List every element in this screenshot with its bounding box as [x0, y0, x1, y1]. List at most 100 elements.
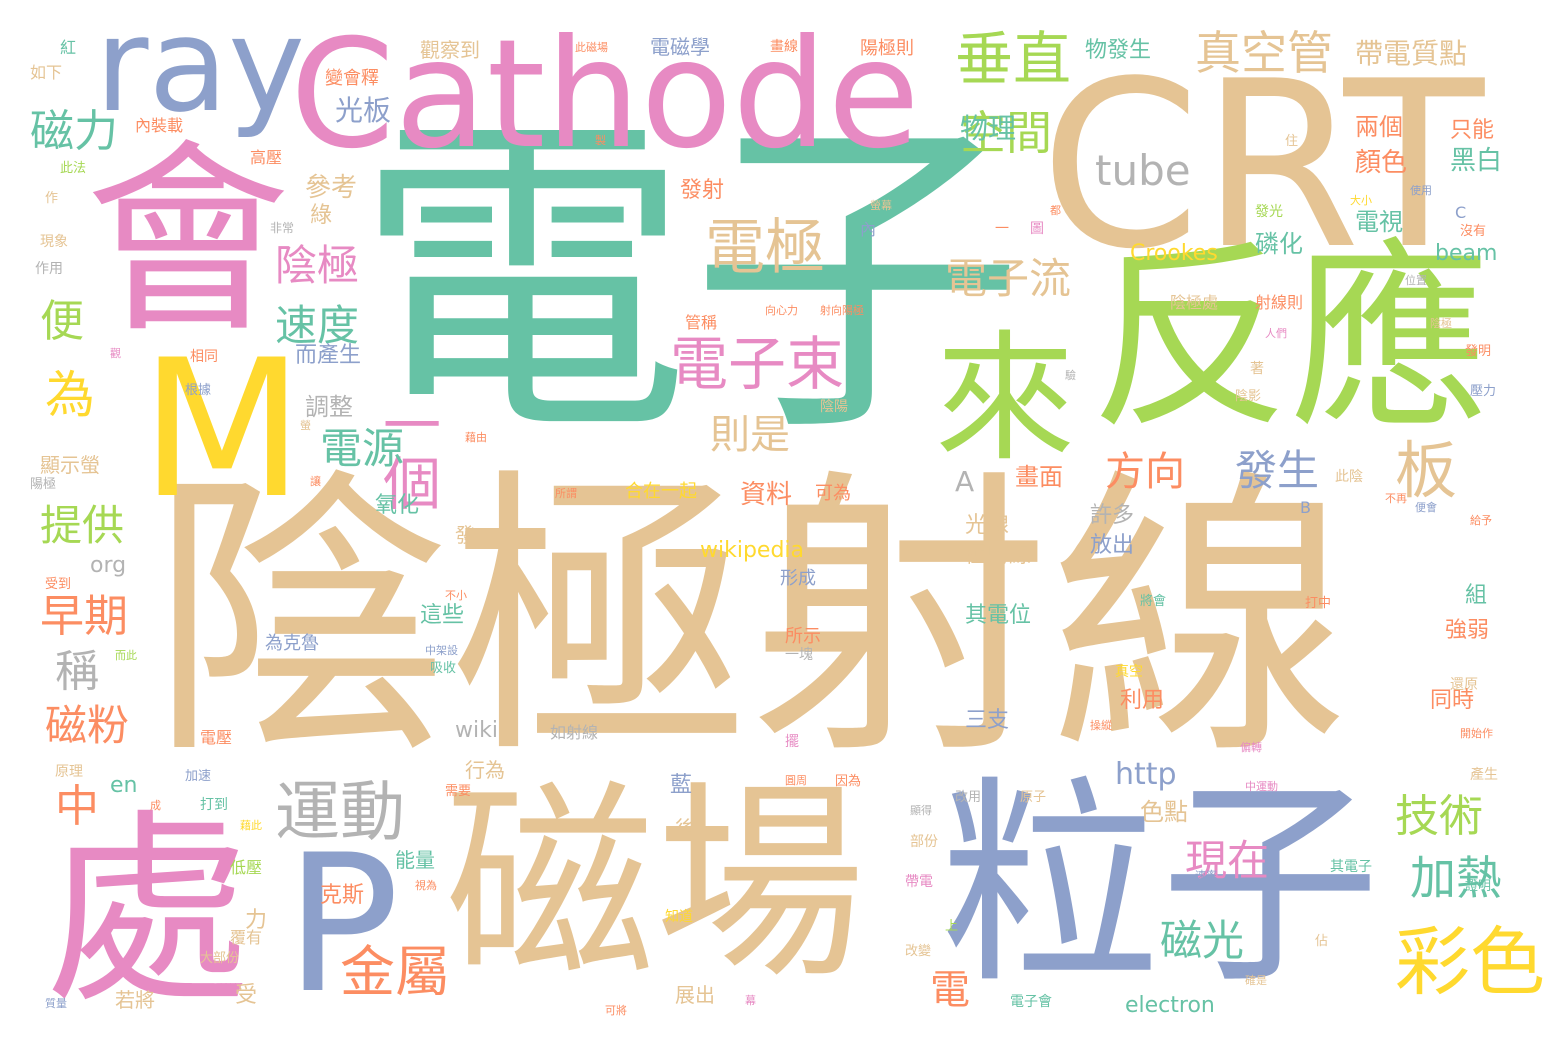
word: 藍	[670, 773, 693, 798]
word: 電源	[320, 424, 405, 473]
word: 視為	[415, 879, 437, 892]
word: Cathode	[290, 8, 920, 182]
word: 變會釋	[325, 68, 379, 89]
word: 此陰	[1335, 469, 1363, 485]
word: 金屬	[340, 940, 451, 1004]
word: 質量	[45, 997, 67, 1010]
word: 提供	[40, 501, 125, 550]
word: 部份	[910, 834, 938, 850]
word: 根據	[185, 383, 212, 398]
word: 壓力	[1470, 384, 1497, 399]
word: 人們	[1265, 327, 1287, 340]
word: 光板	[335, 94, 392, 127]
word: 向心力	[765, 304, 798, 317]
word: 相同	[190, 349, 218, 365]
word: 證明	[1465, 879, 1492, 894]
word: 上	[945, 919, 959, 934]
word: 能量	[395, 848, 435, 872]
word: 陰極射線	[150, 445, 1350, 794]
word: 給予	[1470, 514, 1492, 527]
word: 現象	[40, 234, 68, 250]
word: 行為	[465, 758, 505, 782]
word: 資料	[740, 480, 793, 510]
word: 光線	[965, 513, 1010, 538]
word: 便	[40, 296, 84, 347]
word: 因為	[835, 774, 862, 789]
word: 三支	[965, 708, 1010, 733]
word: 電磁學	[650, 35, 710, 59]
word: 發射	[680, 178, 725, 203]
word: 電子流	[945, 254, 1072, 303]
word: 大部份	[200, 951, 240, 966]
word: 陽極	[30, 477, 57, 492]
word: tube	[1095, 146, 1191, 195]
word: 原子	[1020, 790, 1047, 805]
word: 高壓	[250, 148, 283, 167]
word: 藉此	[240, 819, 262, 832]
word: 色點	[1140, 798, 1188, 826]
word: M	[140, 319, 304, 540]
word: 速率	[1195, 869, 1217, 882]
word: 物發生	[1085, 38, 1152, 63]
word: 發生	[1235, 446, 1320, 495]
word: Crookes	[1130, 241, 1218, 266]
word: A	[955, 465, 975, 498]
word: 反應	[1090, 223, 1491, 456]
word: 陰極	[1430, 317, 1452, 330]
word: 吸收	[430, 661, 457, 676]
word: 打中	[1305, 596, 1332, 611]
word: 驗	[1065, 369, 1076, 382]
word: 調整	[305, 393, 353, 421]
word: 同時	[1430, 688, 1475, 713]
word: 許多	[1090, 503, 1135, 528]
word: 非常	[270, 221, 295, 235]
word: 發光	[1255, 204, 1283, 220]
word: 電子束	[670, 330, 845, 398]
word: 製	[595, 134, 606, 147]
word: 展出	[675, 983, 715, 1007]
word: 沒有	[1460, 224, 1487, 239]
word: electron	[1125, 993, 1215, 1018]
word: 其電子	[1330, 859, 1372, 875]
word: 板	[1395, 434, 1458, 507]
word: 顯得	[910, 804, 932, 817]
word: 顏色	[1355, 148, 1408, 178]
word: 可將	[605, 1004, 627, 1017]
word: 擺	[785, 734, 799, 750]
word: 位置	[1405, 274, 1427, 287]
word: 覆有	[230, 928, 263, 947]
word: 而此	[115, 649, 137, 662]
word: 處	[45, 793, 250, 1031]
word: 彩色	[1395, 918, 1546, 1006]
word: 一個	[373, 395, 441, 511]
word: beam	[1435, 241, 1498, 266]
word: 則是	[710, 412, 790, 458]
word: 作用	[35, 261, 63, 277]
word: 住	[1285, 134, 1299, 149]
word: 後	[675, 818, 698, 843]
word: 技術	[1395, 791, 1483, 842]
word: 克斯	[320, 883, 365, 908]
word: 陰極	[275, 241, 360, 290]
word: 磷化	[1255, 230, 1303, 258]
word: 電子	[355, 87, 1025, 477]
word: 加熱	[1410, 851, 1502, 905]
word: 使用	[1410, 184, 1432, 197]
word: 為	[45, 366, 95, 424]
word: 管稱	[685, 313, 718, 332]
word: 電壓	[200, 728, 233, 747]
word: 力	[245, 908, 268, 933]
word: 運動	[275, 775, 406, 850]
word: 都	[1050, 204, 1061, 217]
word: 藉由	[465, 431, 487, 444]
word: 電子會	[1010, 994, 1052, 1010]
word: P	[285, 814, 400, 1035]
word: 觀	[110, 347, 121, 360]
word: 粒子	[940, 757, 1381, 1013]
word: 陰陽	[820, 399, 848, 415]
word: 而產生	[295, 343, 362, 368]
word: 如射線	[550, 723, 599, 742]
word: 稱	[55, 646, 99, 697]
word: 螢	[300, 419, 311, 432]
word: 中運動	[1245, 780, 1278, 793]
